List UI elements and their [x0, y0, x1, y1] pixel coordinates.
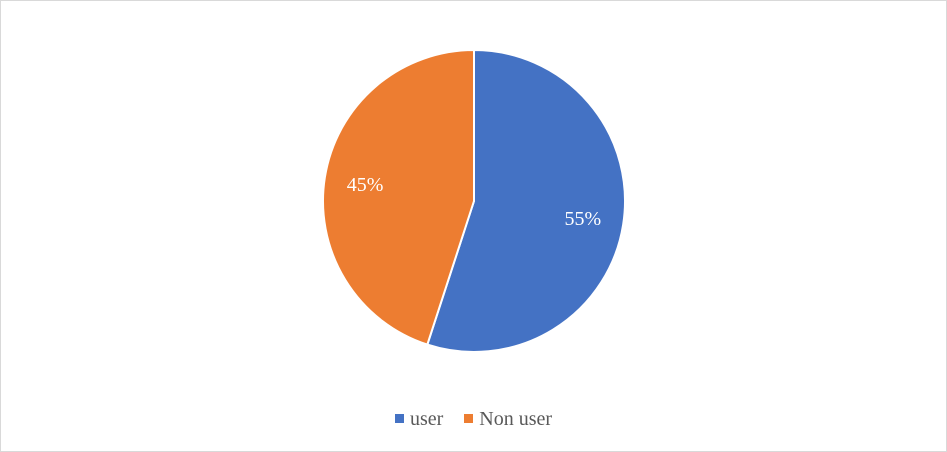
legend-label-user: user [409, 408, 444, 430]
legend-swatch-user [394, 413, 404, 423]
legend-item-user: user [394, 408, 444, 431]
legend-label-non-user: Non user [479, 408, 553, 430]
legend-swatch-non-user [464, 413, 474, 423]
pie-slice-user [426, 48, 626, 353]
legend-item-non-user: Non user [464, 408, 552, 431]
legend: user Non user [1, 408, 946, 431]
pie-slice-non-user [322, 48, 475, 346]
data-label-non-user: 45% [347, 174, 384, 196]
data-label-user: 55% [565, 208, 602, 230]
